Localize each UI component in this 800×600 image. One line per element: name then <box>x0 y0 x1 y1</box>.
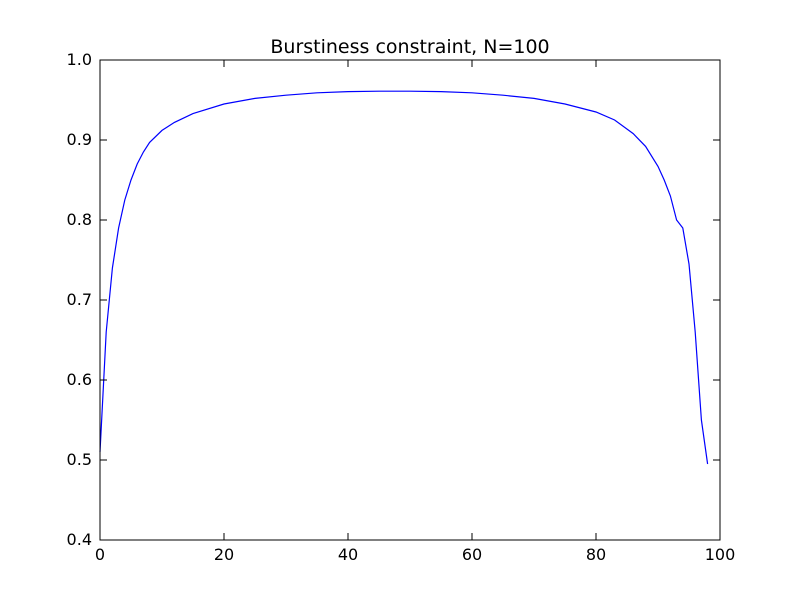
x-tick-label: 20 <box>214 545 234 564</box>
y-tick-label: 0.9 <box>67 130 92 149</box>
x-tick-label: 60 <box>462 545 482 564</box>
y-tick-label: 0.4 <box>67 530 92 549</box>
y-tick-label: 0.8 <box>67 210 92 229</box>
series-layer <box>99 90 709 465</box>
x-tick-label: 40 <box>338 545 358 564</box>
x-tick-label: 100 <box>705 545 736 564</box>
chart-title: Burstiness constraint, N=100 <box>270 36 549 58</box>
y-tick-label: 0.6 <box>67 370 92 389</box>
plot-frame <box>99 59 721 541</box>
x-tick-label: 80 <box>586 545 606 564</box>
y-tick-label: 0.7 <box>67 290 92 309</box>
x-tick-label: 0 <box>95 545 105 564</box>
y-tick-label: 1.0 <box>67 50 92 69</box>
y-tick-label: 0.5 <box>67 450 92 469</box>
series-line-0 <box>99 90 709 465</box>
plot-background <box>100 60 720 540</box>
